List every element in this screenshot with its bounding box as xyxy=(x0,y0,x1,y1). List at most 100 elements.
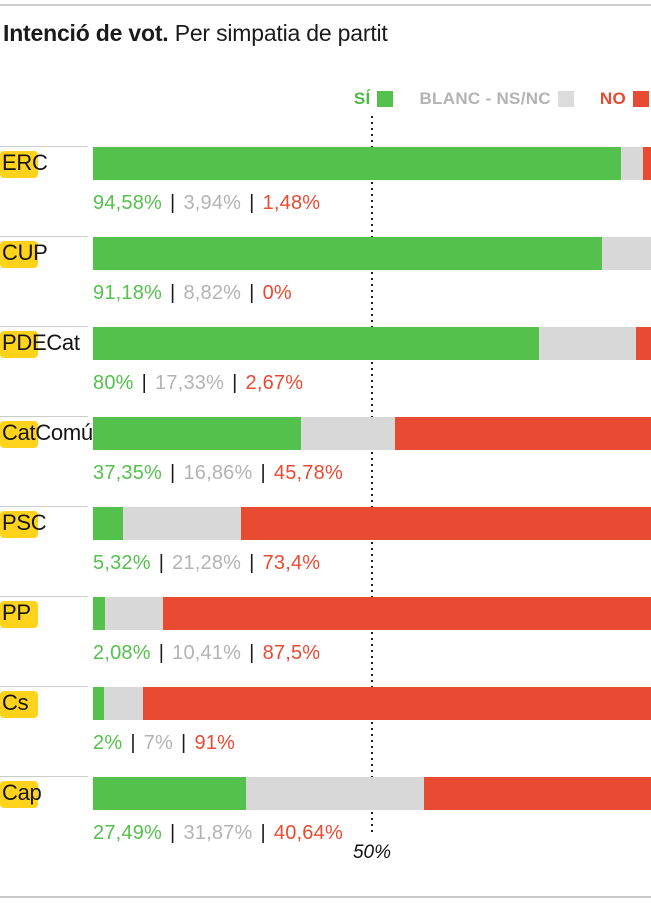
party-label-highlight xyxy=(0,241,38,268)
row-divider xyxy=(0,686,88,687)
party-row: CUP 91,18% | 8,82% | 0% xyxy=(0,236,651,327)
party-row: Cs 2% | 7% | 91% xyxy=(0,686,651,777)
party-label: ERC xyxy=(0,150,48,178)
bar-segment-blanc xyxy=(122,507,242,540)
legend-swatch xyxy=(633,91,649,107)
party-name: PDECat xyxy=(2,330,80,355)
value-labels: 2,08% | 10,41% | 87,5% xyxy=(93,642,320,665)
value-labels: 80% | 17,33% | 2,67% xyxy=(93,372,303,395)
bar-segment-si xyxy=(93,777,247,810)
value-labels: 94,58% | 3,94% | 1,48% xyxy=(93,192,320,215)
si-value: 27,49% xyxy=(93,822,163,844)
si-value: 91,18% xyxy=(93,282,163,304)
party-label-highlight xyxy=(0,151,38,178)
bar-segment-blanc xyxy=(301,417,396,450)
blanc-value: 16,86% xyxy=(183,462,253,484)
legend-item: BLANC - NS/NC xyxy=(419,89,574,109)
fifty-percent-reference-line xyxy=(371,116,373,832)
party-label-highlight xyxy=(0,511,38,538)
party-row: PP 2,08% | 10,41% | 87,5% xyxy=(0,596,651,687)
si-value: 5,32% xyxy=(93,552,151,574)
blanc-value: 7% xyxy=(143,732,174,754)
bar-segment-si xyxy=(93,237,602,270)
bar-segment-no xyxy=(424,777,651,810)
party-name: Cs xyxy=(2,690,29,715)
si-value: 94,58% xyxy=(93,192,163,214)
bar-segment-no xyxy=(636,327,651,360)
value-labels: 91,18% | 8,82% | 0% xyxy=(93,282,292,305)
party-row: CatComú 37,35% | 16,86% | 45,78% xyxy=(0,416,651,507)
bar-segment-no xyxy=(143,687,651,720)
value-separator: | xyxy=(158,552,165,574)
no-value: 2,67% xyxy=(245,372,304,394)
legend-swatch xyxy=(377,91,394,107)
stacked-bar xyxy=(93,237,651,270)
value-separator: | xyxy=(249,642,255,664)
page-title: Intenció de vot. Per simpatia de partit xyxy=(3,20,388,46)
title-main: Intenció de vot. xyxy=(3,20,169,46)
party-label: Cap xyxy=(0,780,42,808)
si-value: 80% xyxy=(93,372,134,394)
row-divider xyxy=(0,416,88,417)
no-value: 87,5% xyxy=(262,642,321,664)
row-divider xyxy=(0,326,88,327)
row-divider xyxy=(0,776,88,777)
stacked-bar xyxy=(93,687,651,720)
party-row: PSC 5,32% | 21,28% | 73,4% xyxy=(0,506,651,597)
no-value: 45,78% xyxy=(273,462,343,484)
legend-item: SÍ xyxy=(354,89,394,109)
party-name: PSC xyxy=(2,510,47,535)
blanc-value: 31,87% xyxy=(183,822,253,844)
value-separator: | xyxy=(170,462,176,484)
si-value: 37,35% xyxy=(93,462,163,484)
value-labels: 37,35% | 16,86% | 45,78% xyxy=(93,462,343,485)
value-separator: | xyxy=(260,822,266,844)
party-name: CatComú xyxy=(2,420,93,445)
value-separator: | xyxy=(170,192,176,214)
bar-segment-blanc xyxy=(620,147,643,180)
value-separator: | xyxy=(249,282,255,304)
value-separator: | xyxy=(130,732,136,754)
party-label: PP xyxy=(0,600,38,628)
value-separator: | xyxy=(249,552,255,574)
stacked-bar xyxy=(93,777,651,810)
party-name: Cap xyxy=(2,780,42,805)
bar-segment-si xyxy=(93,327,540,360)
party-name: CUP xyxy=(2,240,48,265)
bar-segment-si xyxy=(93,687,105,720)
stacked-bar xyxy=(93,327,651,360)
party-label-highlight xyxy=(0,331,38,358)
legend-label: NO xyxy=(599,89,626,108)
chart-legend: SÍ BLANC - NS/NC NO xyxy=(354,89,649,109)
row-divider xyxy=(0,236,88,237)
party-label: Cs xyxy=(0,690,38,718)
bar-rows: ERC 94,58% | 3,94% | 1,48% CUP 91,18% | 8,82% |… xyxy=(0,146,651,867)
legend-label: SÍ xyxy=(353,89,371,108)
party-name: ERC xyxy=(2,150,48,175)
value-separator: | xyxy=(170,822,176,844)
bar-segment-si xyxy=(93,417,302,450)
party-label: CUP xyxy=(0,240,48,268)
bar-segment-blanc xyxy=(601,237,651,270)
no-value: 40,64% xyxy=(273,822,343,844)
party-label: PSC xyxy=(0,510,47,538)
blanc-value: 3,94% xyxy=(183,192,242,214)
row-divider xyxy=(0,506,88,507)
party-row: Cap 27,49% | 31,87% | 40,64% xyxy=(0,776,651,867)
party-label-highlight xyxy=(0,421,38,448)
party-label: PDECat xyxy=(0,330,80,358)
bottom-divider xyxy=(0,896,651,898)
bar-segment-no xyxy=(395,417,651,450)
bar-segment-blanc xyxy=(246,777,425,810)
stacked-bar xyxy=(93,147,651,180)
value-labels: 5,32% | 21,28% | 73,4% xyxy=(93,552,320,575)
si-value: 2% xyxy=(93,732,123,754)
blanc-value: 21,28% xyxy=(172,552,242,574)
value-separator: | xyxy=(158,642,165,664)
bar-segment-no xyxy=(642,147,651,180)
bar-segment-si xyxy=(93,507,123,540)
legend-label: BLANC - NS/NC xyxy=(419,89,551,108)
value-separator: | xyxy=(141,372,148,394)
bar-segment-no xyxy=(162,597,651,630)
value-separator: | xyxy=(249,192,255,214)
